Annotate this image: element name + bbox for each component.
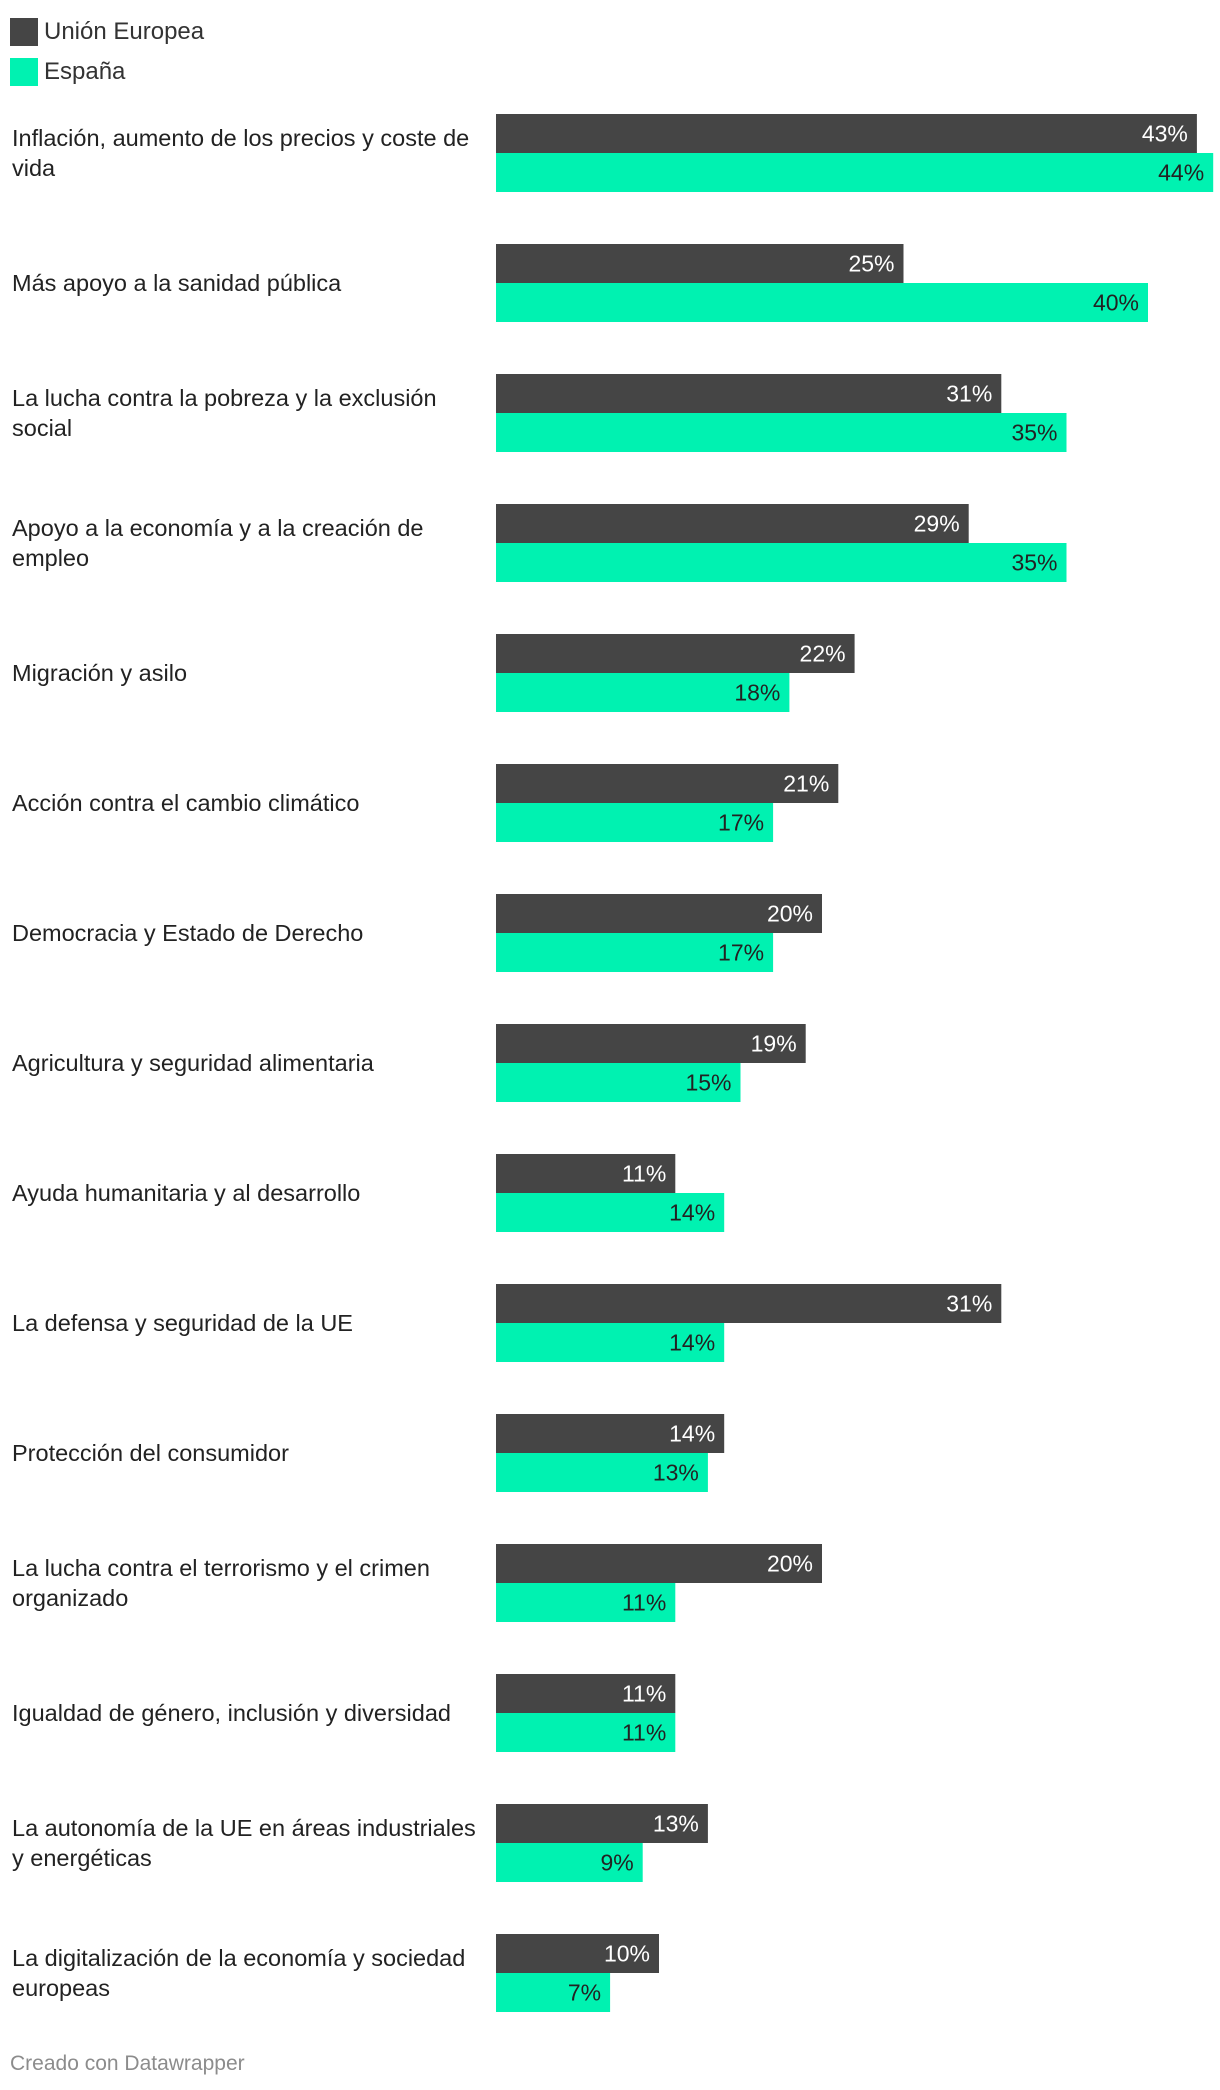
bar-group: Más apoyo a la sanidad pública 25% 40% — [12, 244, 1148, 322]
value-label-es: 9% — [600, 1850, 633, 1876]
legend-item-es: España — [10, 52, 204, 92]
value-label-es: 14% — [669, 1200, 715, 1226]
bar-eu — [496, 1284, 1002, 1323]
category-label: Acción contra el cambio climático — [12, 790, 359, 816]
value-label-es: 35% — [1011, 420, 1057, 446]
bar-eu — [496, 1804, 708, 1843]
value-label-es: 17% — [718, 940, 764, 966]
bar-es — [496, 933, 774, 972]
bar-group: La lucha contra el terrorismo y el crime… — [12, 1544, 822, 1622]
bar-group: La digitalización de la economía y socie… — [12, 1934, 659, 2012]
bar-eu — [496, 504, 969, 543]
category-label: Democracia y Estado de Derecho — [12, 920, 363, 946]
value-label-es: 18% — [734, 680, 780, 706]
bar-eu — [496, 1674, 676, 1713]
bar-chart: Inflación, aumento de los precios y cost… — [12, 114, 1214, 2012]
bar-es — [496, 1323, 725, 1362]
bar-group: La defensa y seguridad de la UE 31% 14% — [12, 1284, 1002, 1362]
bar-eu — [496, 244, 904, 283]
category-label: La lucha contra la pobreza y la exclusió… — [12, 385, 437, 441]
value-label-eu: 29% — [914, 511, 960, 537]
bar-group: Democracia y Estado de Derecho 20%17% — [12, 894, 822, 972]
value-label-eu: 20% — [767, 1551, 813, 1577]
bar-es — [496, 803, 774, 842]
bar-group: Inflación, aumento de los precios y cost… — [12, 114, 1214, 192]
bar-eu — [496, 764, 839, 803]
bar-es — [496, 283, 1148, 322]
value-label-es: 35% — [1011, 550, 1057, 576]
value-label-es: 11% — [622, 1720, 666, 1746]
value-label-eu: 19% — [751, 1031, 797, 1057]
value-label-eu: 13% — [653, 1811, 699, 1837]
bar-group: Migración y asilo 22% 18% — [12, 634, 855, 712]
category-label: Protección del consumidor — [12, 1440, 289, 1466]
value-label-es: 44% — [1158, 160, 1204, 186]
bar-eu — [496, 634, 855, 673]
bar-eu — [496, 1544, 822, 1583]
value-label-eu: 11% — [622, 1681, 666, 1707]
category-label: La defensa y seguridad de la UE — [12, 1310, 353, 1336]
bar-eu — [496, 1024, 806, 1063]
value-label-eu: 43% — [1142, 121, 1188, 147]
bar-group: La autonomía de la UE en áreas industria… — [12, 1804, 708, 1882]
category-label: Ayuda humanitaria y al desarrollo — [12, 1180, 360, 1206]
bar-es — [496, 1973, 611, 2012]
legend-swatch-eu — [10, 18, 38, 46]
category-label: Agricultura y seguridad alimentaria — [12, 1050, 375, 1076]
value-label-eu: 20% — [767, 901, 813, 927]
value-label-es: 17% — [718, 810, 764, 836]
bar-eu — [496, 374, 1002, 413]
legend-swatch-es — [10, 58, 38, 86]
value-label-eu: 25% — [848, 251, 894, 277]
bar-group: Ayuda humanitaria y al desarrollo 11%14% — [12, 1154, 725, 1232]
bar-es — [496, 543, 1067, 582]
value-label-eu: 11% — [622, 1161, 666, 1187]
credit-text: Creado con Datawrapper — [10, 2052, 245, 2075]
bar-group: La lucha contra la pobreza y la exclusió… — [12, 374, 1067, 452]
category-label: Igualdad de género, inclusión y diversid… — [12, 1700, 451, 1726]
bar-es — [496, 1713, 676, 1752]
bar-es — [496, 673, 790, 712]
value-label-eu: 31% — [946, 1291, 992, 1317]
value-label-eu: 14% — [669, 1421, 715, 1447]
category-label: Inflación, aumento de los precios y cost… — [12, 125, 469, 181]
legend-label-es: España — [44, 58, 126, 85]
bar-eu — [496, 1414, 725, 1453]
value-label-es: 15% — [685, 1070, 731, 1096]
category-label: La digitalización de la economía y socie… — [12, 1945, 465, 2001]
bar-es — [496, 153, 1214, 192]
category-label: La autonomía de la UE en áreas industria… — [12, 1815, 476, 1871]
legend-item-eu: Unión Europea — [10, 12, 204, 52]
bar-es — [496, 1843, 643, 1882]
category-label: Apoyo a la economía y a la creación de em… — [12, 515, 424, 571]
bar-eu — [496, 114, 1197, 153]
chart-legend: Unión Europea España — [10, 12, 204, 92]
legend-label-eu: Unión Europea — [44, 18, 205, 45]
category-label: La lucha contra el terrorismo y el crime… — [12, 1555, 430, 1611]
bar-group: Protección del consumidor 14% 13% — [12, 1414, 725, 1492]
category-label: Más apoyo a la sanidad pública — [12, 270, 342, 296]
value-label-eu: 21% — [783, 771, 829, 797]
category-label: Migración y asilo — [12, 660, 187, 686]
bar-es — [496, 1453, 708, 1492]
value-label-es: 7% — [568, 1980, 601, 2006]
bar-es — [496, 413, 1067, 452]
bar-group: Apoyo a la economía y a la creación de em… — [12, 504, 1067, 582]
bar-group: Agricultura y seguridad alimentaria 19% 15… — [12, 1024, 806, 1102]
bar-eu — [496, 894, 822, 933]
value-label-eu: 22% — [800, 641, 846, 667]
value-label-es: 11% — [622, 1590, 666, 1616]
bar-es — [496, 1063, 741, 1102]
bar-group: Acción contra el cambio climático 21% 17% — [12, 764, 839, 842]
value-label-es: 14% — [669, 1330, 715, 1356]
bar-eu — [496, 1154, 676, 1193]
value-label-es: 40% — [1093, 290, 1139, 316]
value-label-es: 13% — [653, 1460, 699, 1486]
bar-group: Igualdad de género, inclusión y diversid… — [12, 1674, 676, 1752]
bar-es — [496, 1193, 725, 1232]
value-label-eu: 31% — [946, 381, 992, 407]
value-label-eu: 10% — [604, 1941, 650, 1967]
bar-es — [496, 1583, 676, 1622]
bar-eu — [496, 1934, 659, 1973]
